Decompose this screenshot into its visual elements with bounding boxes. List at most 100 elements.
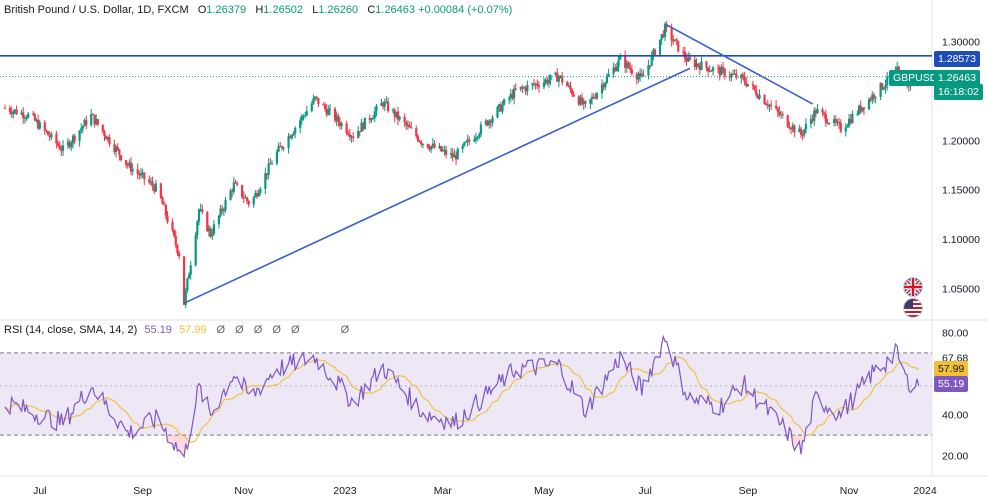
candle-body [624,55,627,68]
candle-body [537,85,541,88]
candle-body [473,139,476,142]
candle-body [720,67,723,76]
candle-body [78,130,81,141]
candle-body [265,173,269,175]
rsi-band [0,352,932,436]
eye-off-icon[interactable]: Ø [216,324,226,336]
candle-body [454,155,458,160]
last-price-tag: 1.26463 [934,70,980,86]
candle-body [718,67,721,76]
candle-body [385,101,388,103]
rsi-ma-value: 57.99 [178,324,207,336]
eye-off-icon[interactable]: Ø [272,324,281,336]
candle-body [590,96,594,100]
candle-body [174,235,177,245]
candle-body [479,124,483,135]
candle-body [96,119,99,125]
candle-body [368,117,371,121]
candle-body [741,74,745,77]
candle-body [370,119,373,121]
uk-flag-icon[interactable] [903,277,923,297]
candle-body [579,97,582,105]
candle-body [584,101,587,104]
candle-body [776,108,779,112]
candle-body [141,172,144,174]
candle-body [129,162,133,172]
candle-body [428,147,431,150]
rsi-value: 55.19 [144,324,172,336]
candle-body [219,208,222,216]
candle-body [604,82,607,88]
eye-off-icon[interactable]: Ø [291,324,300,336]
candle-body [859,105,862,112]
candle-body [765,103,768,105]
candle-body [745,82,748,87]
candle-body [37,119,40,129]
candle-body [660,34,663,40]
eye-off-icon[interactable]: Ø [235,324,244,336]
candle-body [605,76,609,83]
candle-body [396,111,400,120]
candle-body [176,244,179,254]
candle-body [851,113,854,123]
candle-body [35,119,38,121]
candle-body [607,74,610,77]
candle-body [323,104,327,109]
candle-body [187,274,191,279]
candle-body [688,57,691,60]
candle-body [478,134,481,138]
candle-body [572,94,575,97]
candle-body [328,108,332,110]
candle-body [708,70,711,72]
candle-body [847,118,851,126]
candle-body [731,74,735,76]
candle-body [456,148,459,160]
ohlc-low: L1.26260 [312,4,359,16]
symbol-title: British Pound / U.S. Dollar, 1D, FXCM [4,4,189,16]
candle-body [234,182,237,184]
candle-body [809,118,813,124]
candle-body [824,114,827,123]
candle-body [247,200,250,205]
candle-body [358,131,361,133]
candle-body [403,116,406,123]
candle-body [317,98,320,105]
candle-body [658,39,662,55]
eye-off-icon[interactable]: Ø [253,324,263,336]
candle-body [884,85,887,88]
chart-header: British Pound / U.S. Dollar, 1D, FXCM O1… [4,4,512,16]
candle-body [711,67,715,71]
candle-body [756,95,759,99]
candle-body [398,116,401,120]
candle-body [304,115,307,117]
candle-body [625,62,628,68]
rsi-oversold-fill [4,435,919,457]
candle-body [705,61,708,68]
candle-body [421,143,424,145]
candle-body [594,97,597,99]
candle-body [325,108,328,115]
us-flag-icon[interactable] [903,298,923,318]
candle-body [322,104,325,106]
candle-body [224,200,227,210]
time-tick-label: Jul [638,485,651,497]
hline-price-tag: 1.28573 [934,51,980,67]
candle-body [612,67,615,75]
candle-body [637,76,640,80]
candle-body [881,83,884,90]
time-tick-label: Nov [234,485,253,497]
candle-body [415,128,418,137]
candle-body [716,67,720,69]
candle-body [68,141,71,147]
candle-body [503,99,506,105]
candle-body [791,125,794,130]
candle-body [828,123,831,125]
eye-off-icon[interactable]: Ø [340,324,350,336]
candle-body [488,120,491,126]
candle-body [589,99,592,104]
candle-body [733,73,736,75]
rsi-tick-label: 40.00 [942,410,968,422]
candle-body [277,146,280,152]
candle-body [778,111,781,115]
